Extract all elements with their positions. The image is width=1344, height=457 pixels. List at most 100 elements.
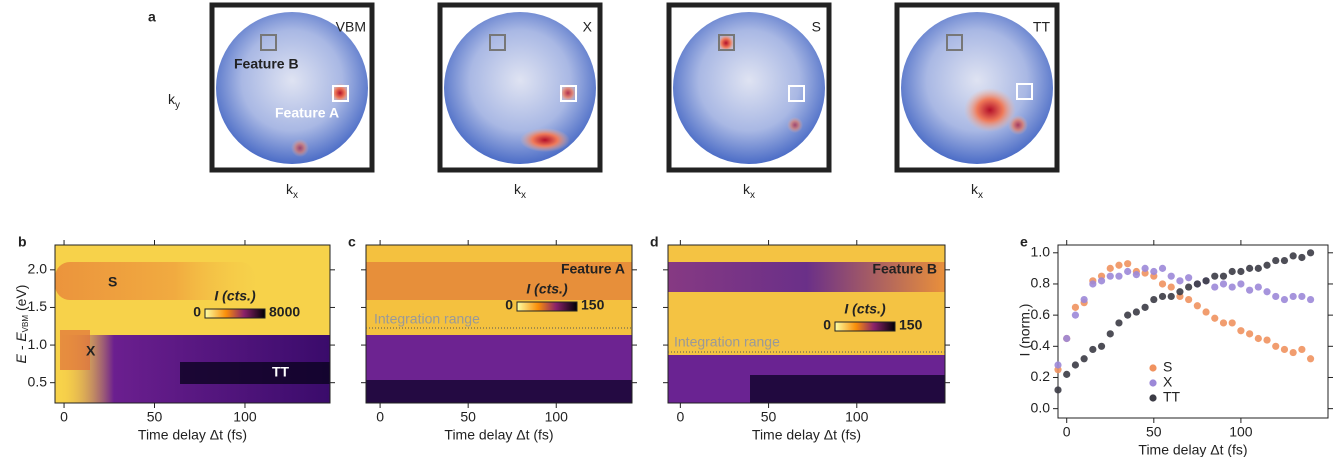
- annotation: Integration range: [374, 311, 480, 327]
- data-point: [1106, 330, 1114, 338]
- data-point: [1167, 272, 1175, 280]
- ky-sub: y: [175, 100, 180, 111]
- annotation: Feature A: [561, 261, 625, 277]
- map-disc: [216, 12, 368, 164]
- data-point: [1228, 319, 1236, 327]
- data-point: [1185, 295, 1193, 304]
- data-point: [1228, 267, 1236, 276]
- panel-label: c: [348, 234, 356, 250]
- ky-base: k: [168, 91, 176, 107]
- colorbar: [516, 301, 578, 312]
- data-point: [1185, 283, 1193, 291]
- kx-sub: x: [293, 190, 298, 201]
- x-axis-label: Time delay Δt (fs): [444, 427, 553, 443]
- data-point: [1089, 280, 1097, 288]
- x-tick-label: 50: [761, 409, 777, 425]
- data-point: [1071, 361, 1080, 369]
- data-point: [1115, 272, 1123, 280]
- data-point: [1124, 260, 1132, 268]
- data-point: [1097, 342, 1106, 350]
- x-tick-label: 50: [147, 409, 163, 425]
- hot-spot: [1008, 115, 1028, 135]
- data-point: [1237, 280, 1245, 288]
- data-point: [1254, 264, 1262, 272]
- legend-label: S: [1163, 359, 1172, 375]
- hot-spot: [717, 34, 735, 52]
- kx-base: k: [514, 181, 522, 197]
- data-point: [1080, 355, 1088, 363]
- legend-marker: [1149, 394, 1157, 402]
- data-point: [1298, 292, 1306, 301]
- y-tick-label: 0.2: [1031, 368, 1051, 384]
- legend-marker: [1149, 364, 1157, 372]
- data-point: [1106, 272, 1114, 280]
- momentum-map: X: [437, 2, 603, 173]
- colorbar-label: I (cts.): [214, 288, 256, 304]
- data-point: [1254, 283, 1262, 291]
- data-point: [1115, 261, 1123, 269]
- data-point: [1289, 292, 1297, 301]
- heatmap-image: [668, 245, 945, 403]
- data-point: [1054, 361, 1062, 369]
- hot-spot: [330, 83, 350, 103]
- data-point: [1158, 292, 1167, 301]
- plot-frame: [1057, 244, 1329, 419]
- colorbar: [204, 308, 266, 319]
- data-point: [1272, 342, 1280, 350]
- data-point: [1167, 292, 1175, 301]
- y-label-unit: (eV): [13, 285, 29, 311]
- y-tick-label: 0.8: [1031, 275, 1051, 291]
- x-tick-label: 100: [845, 409, 869, 425]
- heatmap-image: [366, 245, 632, 403]
- data-point: [1071, 303, 1080, 311]
- kx-sub: x: [521, 190, 526, 201]
- data-point: [1193, 280, 1201, 288]
- x-tick-label: 50: [1146, 424, 1162, 440]
- data-point: [1237, 267, 1245, 276]
- panel-label: d: [650, 234, 659, 250]
- data-point: [1141, 264, 1149, 272]
- data-point: [1124, 311, 1132, 319]
- data-point: [1246, 264, 1254, 272]
- kx-label: kx: [286, 181, 298, 201]
- data-point: [1115, 319, 1123, 327]
- kx-labels: kx kx kx kx: [286, 181, 983, 201]
- y-tick-label: 1.0: [1031, 243, 1051, 259]
- hot-spot: [787, 117, 803, 133]
- data-point: [1237, 327, 1245, 335]
- colorbar-max: 8000: [269, 304, 300, 320]
- momentum-map: VBM Feature B Feature A: [209, 2, 375, 173]
- data-point: [1202, 308, 1210, 316]
- legend-label: X: [1163, 374, 1173, 390]
- x-tick-label: 0: [676, 409, 684, 425]
- y-axis-label: E - EVBM (eV): [13, 285, 30, 364]
- data-point: [1063, 370, 1071, 378]
- map-label: S: [812, 19, 821, 35]
- annotation: Integration range: [674, 334, 780, 350]
- plot-frame: [667, 244, 946, 404]
- data-point: [1306, 249, 1315, 257]
- colorbar-label: I (cts.): [844, 301, 886, 317]
- feature-label: Feature B: [234, 56, 299, 72]
- data-point: [1211, 283, 1219, 291]
- data-point: [1132, 308, 1140, 316]
- roi-box: [788, 85, 805, 102]
- kx-base: k: [743, 181, 751, 197]
- kx-label: kx: [514, 181, 526, 201]
- data-point: [1158, 280, 1167, 288]
- y-tick-label: 1.5: [28, 298, 48, 314]
- data-point: [1228, 283, 1236, 291]
- data-point: [1176, 288, 1184, 296]
- data-point: [1089, 345, 1097, 354]
- colorbar-min: 0: [823, 317, 831, 333]
- momentum-map: TT: [894, 2, 1060, 173]
- colorbar-min: 0: [505, 297, 513, 313]
- data-point: [1280, 345, 1289, 354]
- roi-box: [489, 34, 506, 51]
- ky-label: ky: [168, 91, 180, 111]
- data-point: [1211, 314, 1219, 322]
- y-axis-label: I (norm.): [1017, 304, 1033, 357]
- data-point: [1306, 355, 1315, 363]
- data-point: [1132, 271, 1140, 279]
- feature-label: Feature A: [275, 105, 339, 121]
